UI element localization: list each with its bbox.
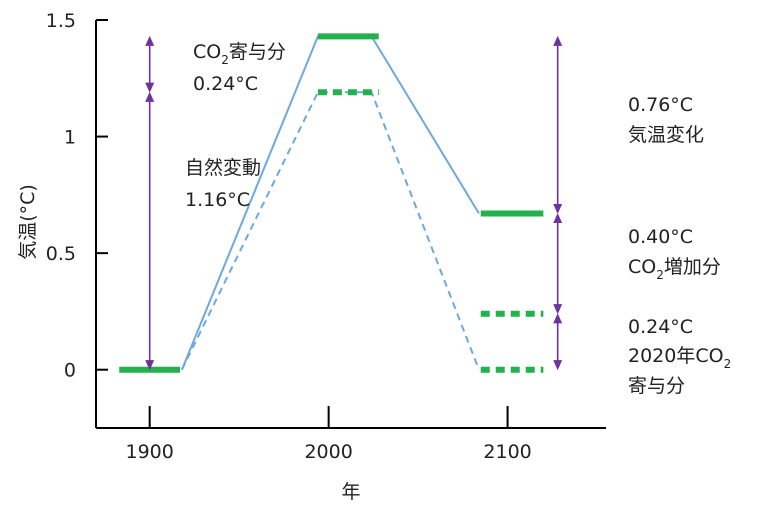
annotation-co2-increase-value: 0.40°C	[628, 226, 693, 248]
annotation-co2-2020-value: 0.24°C	[628, 316, 693, 338]
x-axis-label: 年	[341, 481, 360, 503]
x-ticks: 1900 2000 2100	[126, 406, 532, 463]
y-tick-label: 0	[64, 360, 76, 382]
level-bars	[119, 33, 544, 373]
axes	[95, 20, 606, 429]
x-tick-label: 2000	[304, 441, 352, 463]
annotation-natural-variation: 自然変動	[185, 157, 261, 179]
annotation-co2-2020-tail: 寄与分	[628, 375, 685, 397]
annotation-temp-change-value: 0.76°C	[628, 94, 693, 116]
y-ticks: 0 0.5 1 1.5	[46, 10, 108, 382]
annotation-co2-increase: CO2増加分	[628, 256, 721, 282]
annotation-natural-variation-value: 1.16°C	[185, 189, 250, 211]
annotation-co2-contribution-value: 0.24°C	[193, 73, 258, 95]
series-line-dashed	[180, 91, 480, 371]
x-tick-label: 2100	[483, 441, 531, 463]
y-tick-label: 1	[64, 127, 76, 149]
x-tick-label: 1900	[126, 441, 174, 463]
y-tick-label: 0.5	[46, 243, 76, 265]
annotation-co2-contribution: CO2寄与分	[193, 41, 286, 67]
y-tick-label: 1.5	[46, 10, 76, 32]
annotation-co2-2020: 2020年CO2	[628, 345, 731, 371]
annotation-temp-change: 気温変化	[628, 124, 704, 146]
y-axis-label: 気温(°C)	[17, 184, 39, 260]
arrows	[145, 35, 563, 371]
